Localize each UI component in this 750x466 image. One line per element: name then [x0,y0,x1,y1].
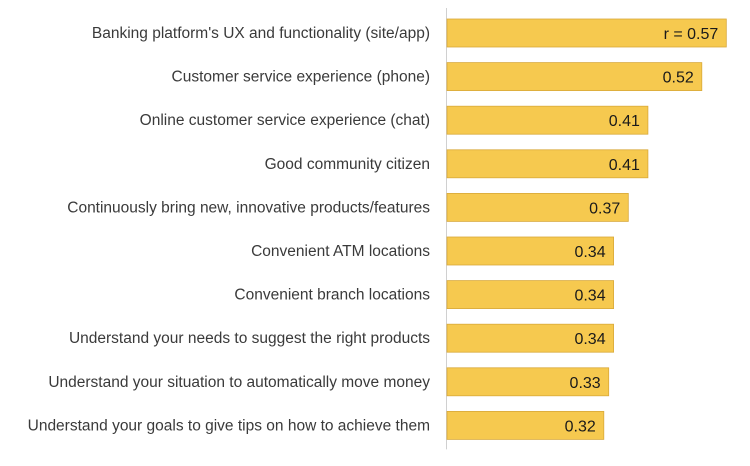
bar [446,192,629,222]
data-label: 0.37 [589,200,620,217]
category-labels: Banking platform's UX and functionality … [28,25,431,434]
bar [446,18,727,48]
bar [446,105,649,135]
category-label: Convenient ATM locations [251,243,430,260]
data-label: 0.34 [574,288,605,305]
data-label: 0.41 [609,113,640,130]
category-label: Understand your needs to suggest the rig… [69,330,430,347]
category-label: Understand your situation to automatical… [48,374,430,391]
category-label: Banking platform's UX and functionality … [92,25,430,42]
category-label: Understand your goals to give tips on ho… [28,417,430,434]
category-label: Convenient branch locations [234,287,430,304]
data-label: 0.32 [565,418,596,435]
data-labels: r = 0.57 0.52 0.41 0.41 0.37 0.34 0.34 0.34 0.33… [565,26,719,435]
bar [446,62,703,91]
bar [446,149,649,179]
category-label: Good community citizen [265,156,430,173]
bars [446,18,727,440]
data-label: 0.41 [609,157,640,174]
category-label: Customer service experience (phone) [172,69,430,86]
bar [446,280,615,310]
data-label: 0.52 [663,70,694,87]
bar [446,410,605,440]
category-label: Online customer service experience (chat… [140,112,430,129]
data-label: 0.34 [574,244,605,261]
bar [446,323,615,353]
data-label: 0.34 [574,331,605,348]
data-label: r = 0.57 [664,26,719,43]
bar [446,236,615,266]
category-label: Continuously bring new, innovative produ… [67,199,430,216]
bar [446,367,610,397]
data-label: 0.33 [570,375,601,392]
